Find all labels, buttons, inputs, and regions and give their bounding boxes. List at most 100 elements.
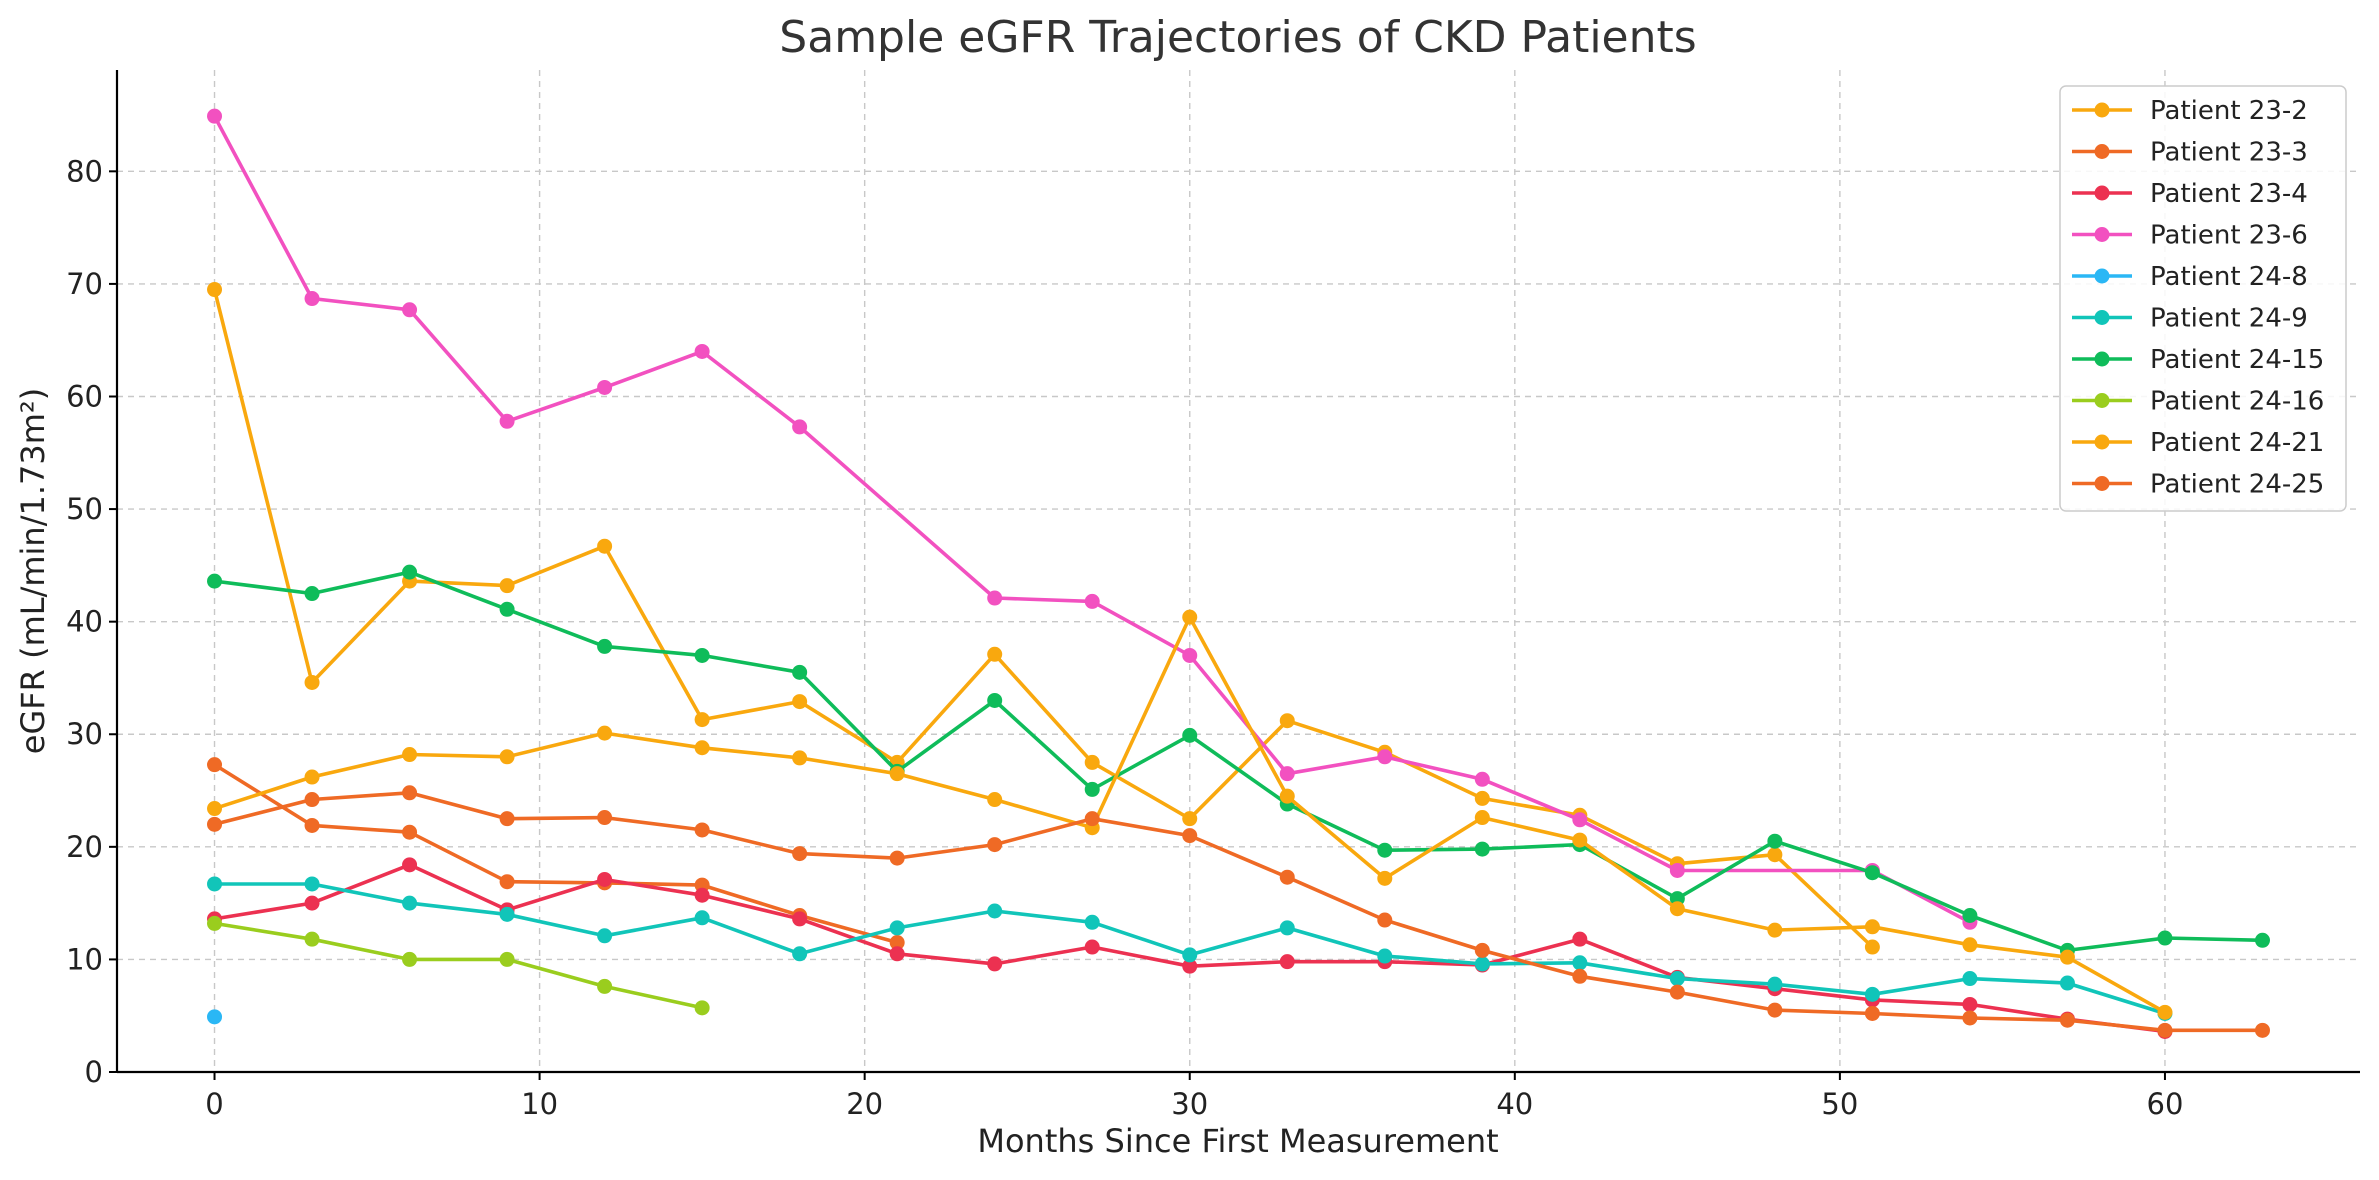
data-point — [1669, 984, 1685, 1000]
data-point — [1572, 812, 1588, 828]
data-point — [2157, 1004, 2173, 1020]
data-point — [1572, 968, 1588, 984]
y-ticks: 0 10 20 30 40 50 60 70 80 — [66, 154, 117, 1089]
legend-label: Patient 24-25 — [2150, 470, 2324, 500]
x-tick-label: 60 — [2147, 1087, 2184, 1121]
y-tick-label: 20 — [66, 830, 103, 864]
legend-item: Patient 24-8 — [2072, 262, 2308, 292]
x-tick-label: 10 — [521, 1087, 558, 1121]
data-point — [207, 876, 223, 892]
data-point — [792, 750, 808, 766]
data-point — [889, 920, 905, 936]
data-point — [1182, 727, 1198, 743]
data-point — [987, 646, 1003, 662]
x-tick-label: 50 — [1821, 1087, 1858, 1121]
data-point — [1767, 976, 1783, 992]
data-point — [1182, 647, 1198, 663]
data-point — [1864, 1005, 1880, 1021]
legend-swatch-marker — [2094, 351, 2110, 367]
data-point — [1474, 942, 1490, 958]
x-ticks: 0 10 20 30 40 50 60 — [205, 1072, 2183, 1121]
data-point — [1962, 996, 1978, 1012]
data-point — [499, 413, 515, 429]
data-point — [1767, 847, 1783, 863]
series-patient-24-25 — [207, 785, 2270, 1038]
chart-title: Sample eGFR Trajectories of CKD Patients — [779, 12, 1696, 63]
data-point — [1572, 931, 1588, 947]
data-point — [499, 749, 515, 765]
data-point — [1669, 862, 1685, 878]
data-point — [792, 946, 808, 962]
data-point — [499, 601, 515, 617]
data-point — [2254, 1022, 2270, 1038]
y-tick-label: 50 — [66, 492, 103, 526]
data-point — [402, 895, 418, 911]
data-point — [1962, 1010, 1978, 1026]
data-point — [1669, 971, 1685, 987]
data-point — [1279, 954, 1295, 970]
data-point — [304, 792, 320, 808]
data-point — [694, 740, 710, 756]
data-point — [1474, 790, 1490, 806]
data-point — [1474, 771, 1490, 787]
data-point — [1377, 912, 1393, 928]
data-point — [1962, 937, 1978, 953]
data-point — [1182, 947, 1198, 963]
data-point — [2157, 930, 2173, 946]
data-point — [694, 822, 710, 838]
legend-item: Patient 24-16 — [2072, 387, 2324, 417]
legend-label: Patient 24-8 — [2150, 262, 2308, 292]
series-patient-23-2 — [207, 282, 1880, 955]
series-patient-24-8 — [207, 1009, 223, 1025]
data-point — [1377, 842, 1393, 858]
data-point — [304, 876, 320, 892]
data-point — [2254, 932, 2270, 948]
legend-swatch-marker — [2094, 310, 2110, 325]
series-line — [214, 570, 2263, 953]
data-point — [597, 379, 613, 395]
data-point — [1864, 865, 1880, 881]
legend-item: Patient 24-21 — [2072, 428, 2324, 458]
y-tick-label: 80 — [66, 154, 103, 188]
y-tick-label: 60 — [66, 379, 103, 413]
series-layer — [207, 108, 2270, 1039]
data-point — [304, 769, 320, 785]
legend-label: Patient 23-3 — [2150, 138, 2308, 168]
data-point — [792, 664, 808, 680]
legend-label: Patient 23-2 — [2150, 96, 2308, 126]
x-axis-label: Months Since First Measurement — [977, 1122, 1498, 1160]
legend-item: Patient 24-15 — [2072, 345, 2324, 375]
data-point — [889, 946, 905, 962]
data-point — [1767, 922, 1783, 938]
data-point — [499, 578, 515, 594]
x-tick-label: 20 — [846, 1087, 883, 1121]
grid-lines — [117, 70, 2360, 1073]
data-point — [1864, 939, 1880, 955]
data-point — [1084, 939, 1100, 955]
y-tick-label: 30 — [66, 717, 103, 751]
data-point — [597, 871, 613, 887]
data-point — [1279, 713, 1295, 729]
data-point — [889, 935, 905, 951]
legend-swatch-marker — [2094, 476, 2110, 491]
data-point — [1669, 901, 1685, 917]
data-point — [1767, 833, 1783, 849]
y-tick-label: 70 — [66, 267, 103, 301]
data-point — [1864, 986, 1880, 1002]
x-tick-label: 40 — [1496, 1087, 1533, 1121]
data-point — [694, 910, 710, 926]
data-point — [597, 928, 613, 944]
legend-swatch-marker — [2094, 185, 2110, 201]
data-point — [792, 911, 808, 927]
series-patient-24-16 — [207, 915, 710, 1016]
data-point — [597, 810, 613, 826]
y-tick-label: 0 — [85, 1055, 103, 1089]
data-point — [597, 725, 613, 741]
data-point — [694, 343, 710, 359]
series-line — [213, 763, 898, 945]
data-point — [694, 1000, 710, 1016]
series-line — [212, 115, 1971, 924]
data-point — [987, 590, 1003, 606]
data-point — [304, 895, 320, 911]
data-point — [987, 692, 1003, 708]
